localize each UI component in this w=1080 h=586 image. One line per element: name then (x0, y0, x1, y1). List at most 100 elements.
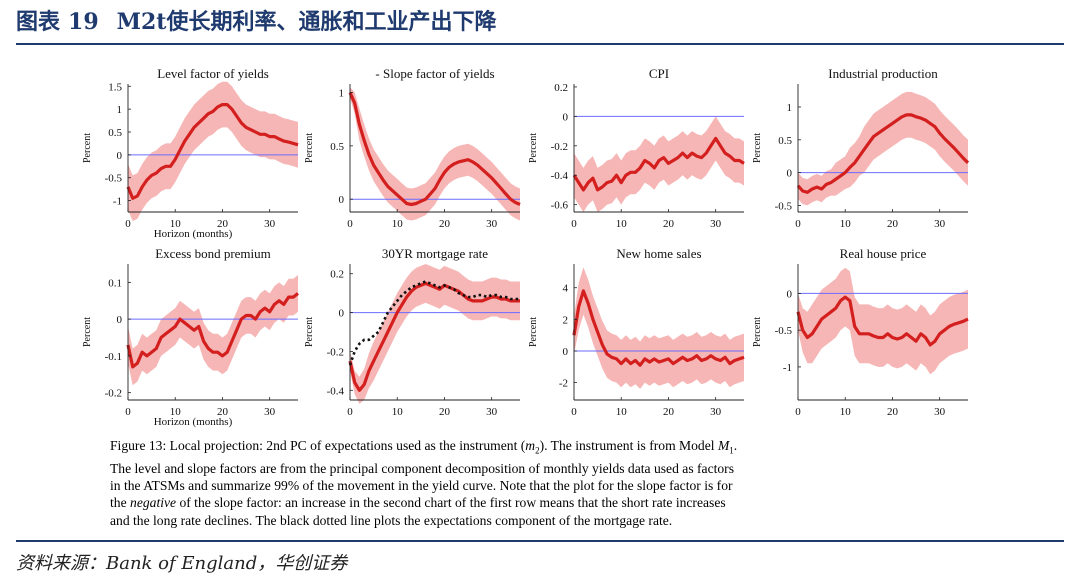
y-tick-label: 2 (563, 314, 569, 326)
figure-label: 图表 (16, 9, 61, 35)
y-tick-label: -0.2 (105, 388, 122, 400)
x-tick-label: 0 (347, 406, 353, 418)
x-tick-label: 10 (392, 406, 404, 418)
y-tick-label: 0 (563, 346, 569, 358)
figure-number: 19 (68, 9, 99, 35)
y-tick-label: -0.4 (551, 170, 569, 182)
chart-title: Excess bond premium (155, 246, 271, 261)
figure-title: M2t使长期利率、通胀和工业产出下降 (116, 9, 497, 35)
y-tick-label: 0.5 (108, 127, 122, 139)
x-axis-label: Horizon (months) (154, 228, 233, 240)
y-tick-label: -0.5 (105, 173, 123, 185)
caption-line-4: the negative of the slope factor: an inc… (110, 495, 726, 511)
y-tick-label: 1 (117, 104, 123, 116)
x-tick-label: 30 (934, 406, 946, 418)
page-title: 图表 19 M2t使长期利率、通胀和工业产出下降 (16, 4, 496, 36)
series-line (126, 102, 299, 200)
caption-line-3: in the ATSMs and summarize 99% of the mo… (110, 478, 733, 494)
chart-panel-1: -1 -0.5 0 0.5 1 1.5 0 10 20 30 Level factor of yie… (82, 66, 299, 240)
x-tick-label: 0 (571, 218, 577, 230)
y-tick-label: 0 (117, 314, 123, 326)
series-line (126, 292, 299, 369)
y-tick-label: 0 (339, 308, 345, 320)
y-tick-label: -2 (559, 378, 568, 390)
y-axis-label: Percent (304, 133, 315, 163)
series-line (796, 113, 970, 194)
y-axis-label: Percent (528, 133, 539, 163)
y-tick-label: -0.4 (327, 385, 345, 397)
y-axis-label: Percent (304, 317, 315, 347)
x-tick-label: 30 (934, 218, 946, 230)
x-tick-label: 20 (887, 406, 899, 418)
y-axis-label: Percent (752, 133, 763, 163)
series-line (348, 91, 521, 207)
chart-panel-6: -0.4 -0.2 0 0.2 0 10 20 30 30YR mortgage rate Per… (304, 246, 520, 418)
chart-panel-8: -1 -0.5 0 0 10 20 30 Real house price Percent (752, 246, 969, 418)
x-tick-label: 20 (439, 406, 451, 418)
x-axis-label: Horizon (months) (154, 416, 233, 428)
source-note: 资料来源：Bank of England，华创证券 (16, 553, 348, 574)
y-tick-label: 0 (563, 111, 569, 123)
y-axis-label: Percent (82, 317, 93, 347)
x-tick-label: 10 (840, 406, 852, 418)
y-tick-label: 1 (787, 102, 793, 114)
x-tick-label: 10 (392, 218, 404, 230)
x-tick-label: 10 (616, 218, 628, 230)
x-tick-label: 30 (486, 406, 498, 418)
chart-panel-2: 00.510 10 20 30- Slope factor of yieldsPerc… (304, 66, 521, 230)
chart-title: 30YR mortgage rate (382, 246, 488, 261)
y-tick-label: 0.2 (554, 82, 568, 94)
chart-title: Industrial production (828, 66, 938, 81)
series-line (796, 295, 969, 347)
y-tick-label: -0.2 (551, 141, 568, 153)
caption-line-2: The level and slope factors are from the… (110, 460, 734, 476)
x-tick-label: 20 (217, 218, 229, 230)
y-tick-label: -0.6 (551, 200, 569, 212)
x-tick-label: 0 (125, 406, 131, 418)
y-tick-label: 1.5 (108, 81, 122, 93)
x-tick-label: 0 (125, 218, 131, 230)
y-tick-label: 0.5 (330, 141, 344, 153)
confidence-band (350, 87, 520, 221)
y-tick-label: 0.1 (108, 277, 122, 289)
y-tick-label: -1 (113, 196, 122, 208)
confidence-band (350, 264, 520, 404)
chart-panel-7: -2 0 2 4 0 10 20 30 New home sales Percent (528, 246, 745, 418)
x-tick-label: 20 (663, 218, 675, 230)
x-tick-label: 0 (795, 218, 801, 230)
x-tick-label: 30 (710, 218, 722, 230)
x-tick-label: 30 (264, 218, 276, 230)
confidence-band (798, 267, 968, 375)
x-tick-label: 10 (616, 406, 628, 418)
x-tick-label: 0 (571, 406, 577, 418)
chart-title: Real house price (840, 246, 927, 261)
confidence-band (128, 81, 298, 222)
chart-title: CPI (649, 66, 669, 81)
confidence-band (128, 275, 298, 386)
x-tick-label: 10 (170, 218, 182, 230)
expectations-line (348, 280, 520, 366)
y-tick-label: -1 (783, 362, 792, 374)
confidence-band (574, 267, 744, 389)
series-line (348, 281, 520, 392)
y-tick-label: 0 (787, 168, 793, 180)
series-line (572, 289, 745, 367)
chart-panel-5: -0.2 -0.1 0 0.1 0 10 20 30 Excess bond premium Pe… (82, 246, 299, 428)
y-tick-label: 0 (117, 150, 123, 162)
figure-caption: Figure 13: Local projection: 2nd PC of e… (110, 437, 1010, 529)
footer-rule (16, 540, 1064, 542)
x-tick-label: 30 (486, 218, 498, 230)
y-tick-label: 0 (787, 288, 793, 300)
y-tick-label: -0.2 (327, 346, 344, 358)
x-tick-label: 10 (840, 218, 852, 230)
y-tick-label: -0.1 (105, 351, 122, 363)
x-tick-label: 0 (795, 406, 801, 418)
y-tick-label: 0.5 (778, 135, 792, 147)
x-tick-label: 30 (264, 406, 276, 418)
y-tick-label: 0.2 (330, 269, 344, 281)
chart-title: Level factor of yields (157, 66, 269, 81)
x-tick-label: 0 (347, 218, 353, 230)
x-tick-label: 20 (663, 406, 675, 418)
caption-line-1: Figure 13: Local projection: 2nd PC of e… (110, 438, 738, 456)
